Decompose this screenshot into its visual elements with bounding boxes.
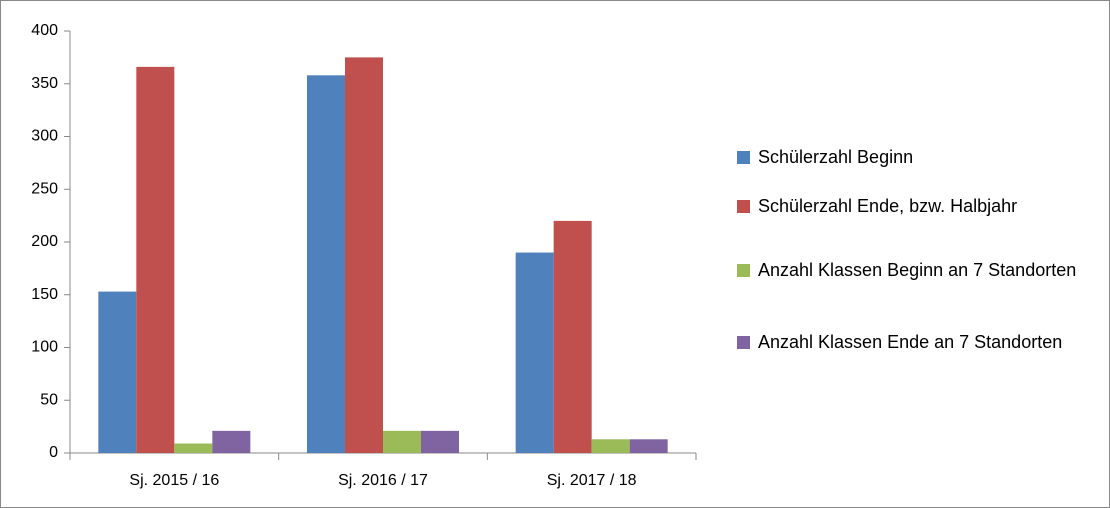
bar	[98, 291, 137, 453]
bar	[383, 430, 421, 453]
legend-item: Anzahl Klassen Ende an 7 Standorten	[737, 330, 1078, 354]
x-tick-label: Sj. 2016 / 17	[338, 472, 428, 489]
legend-label: Anzahl Klassen Beginn an 7 Standorten	[758, 260, 1077, 280]
bar	[591, 439, 630, 453]
legend-label: Anzahl Klassen Ende an 7 Standorten	[758, 332, 1063, 352]
bar	[629, 439, 668, 453]
bar	[515, 252, 554, 453]
legend-swatch	[737, 264, 750, 277]
bar	[212, 430, 251, 453]
legend-label: Schülerzahl Ende, bzw. Halbjahr	[758, 196, 1018, 216]
y-tick-label: 300	[31, 128, 58, 145]
legend-item: Anzahl Klassen Beginn an 7 Standorten	[737, 258, 1078, 282]
y-tick-label: 150	[31, 286, 58, 303]
y-tick-label: 50	[40, 391, 58, 408]
y-tick-label: 200	[31, 233, 58, 250]
y-tick-label: 100	[31, 339, 58, 356]
y-tick-label: 250	[31, 180, 58, 197]
legend-swatch	[737, 336, 750, 349]
x-tick-label: Sj. 2017 / 18	[547, 472, 637, 489]
y-tick-label: 0	[49, 444, 58, 461]
y-tick-label: 350	[31, 75, 58, 92]
legend-swatch	[737, 200, 750, 213]
bar	[345, 57, 383, 453]
legend-item: Schülerzahl Ende, bzw. Halbjahr	[737, 194, 1078, 218]
bar	[307, 75, 345, 453]
y-tick-label: 400	[31, 22, 58, 39]
legend-label: Schülerzahl Beginn	[758, 147, 914, 167]
bar	[174, 443, 213, 453]
legend-swatch	[737, 151, 750, 164]
legend-item: Schülerzahl Beginn	[737, 145, 1078, 169]
x-tick-label: Sj. 2015 / 16	[129, 472, 219, 489]
bar	[421, 430, 459, 453]
bar	[136, 66, 175, 454]
bar	[553, 220, 592, 453]
